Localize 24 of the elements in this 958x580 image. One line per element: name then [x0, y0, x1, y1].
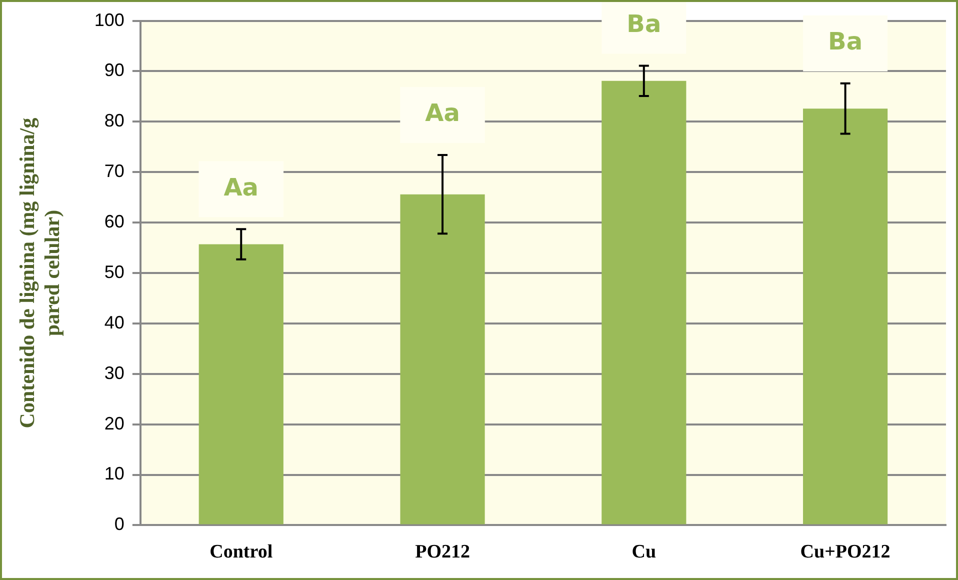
y-tick-label: 30	[104, 362, 124, 383]
annotation: Aa	[224, 173, 259, 202]
x-tick-label: Control	[210, 542, 273, 563]
bar	[803, 108, 888, 524]
x-tick-label: Cu+PO212	[800, 542, 890, 563]
y-tick-label: 100	[94, 10, 124, 30]
bar	[400, 194, 485, 524]
y-tick-label: 0	[114, 514, 124, 534]
x-tick-label: PO212	[415, 542, 470, 563]
annotation: Ba	[828, 28, 863, 56]
y-tick-label: 90	[104, 60, 124, 80]
annotation: Aa	[425, 99, 460, 128]
y-tick-label: 50	[104, 262, 124, 282]
y-tick-label: 10	[104, 464, 124, 484]
y-tick-label: 40	[104, 312, 124, 332]
x-tick-label: Cu	[632, 542, 656, 563]
annotation: Ba	[626, 10, 662, 38]
bar	[602, 80, 686, 524]
y-tick-label: 60	[104, 212, 124, 232]
y-axis-title: Contenido de lignina (mg lignina/g pared celular)	[15, 117, 64, 428]
y-tick-label: 80	[104, 110, 124, 131]
y-tick-label: 20	[104, 413, 124, 434]
bar	[198, 244, 284, 524]
y-tick-label: 70	[104, 161, 124, 182]
